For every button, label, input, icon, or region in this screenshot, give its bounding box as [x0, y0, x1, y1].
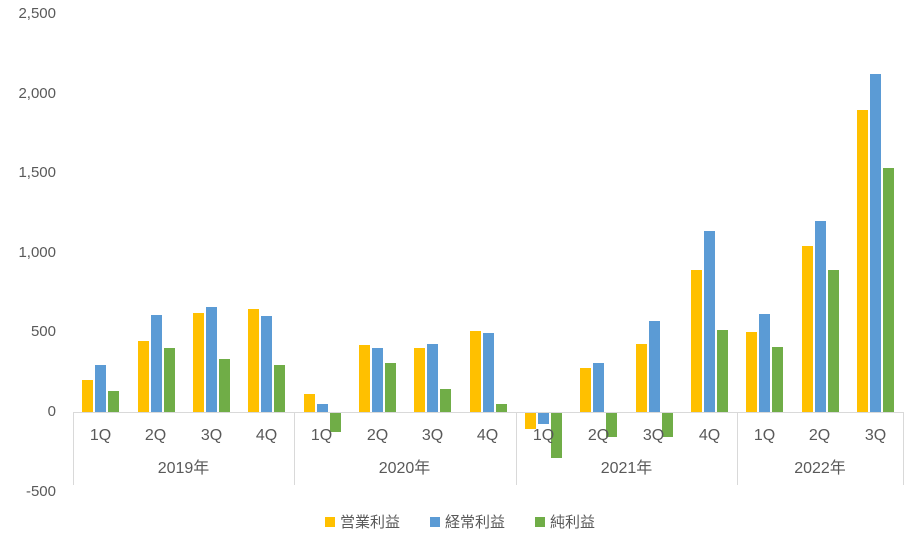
y-axis-tick-label: 1,000 [18, 244, 56, 261]
legend-item-ordinary-profit: 経常利益 [429, 511, 505, 532]
legend-label-net-profit: 純利益 [550, 514, 596, 531]
x-axis-quarter-label: 4Q [698, 427, 721, 444]
legend-label-ordinary-profit: 経常利益 [444, 514, 505, 531]
bar-経常利益-7 [483, 333, 494, 412]
bar-純利益-1 [164, 348, 175, 412]
bar-経常利益-8 [538, 413, 549, 424]
bar-経常利益-3 [261, 316, 272, 412]
bar-純利益-13 [828, 270, 839, 412]
x-axis-quarter-label: 1Q [89, 427, 112, 444]
y-axis-tick-label: 2,500 [18, 5, 56, 22]
y-axis-tick-label: 1,500 [18, 164, 56, 181]
x-axis-quarter-label: 3Q [642, 427, 665, 444]
category-separator [737, 412, 738, 485]
bar-経常利益-6 [427, 344, 438, 412]
bar-営業利益-3 [248, 309, 259, 412]
bar-営業利益-10 [636, 344, 647, 412]
bar-純利益-10 [662, 413, 673, 437]
bar-純利益-4 [330, 413, 341, 432]
bar-純利益-7 [496, 404, 507, 412]
bar-営業利益-1 [138, 341, 149, 412]
bar-営業利益-12 [746, 332, 757, 412]
x-axis-year-label: 2020年 [378, 460, 431, 477]
legend-swatch-ordinary-profit [429, 516, 440, 527]
x-axis-quarter-label: 1Q [310, 427, 333, 444]
x-axis-quarter-label: 1Q [753, 427, 776, 444]
x-axis-year-label: 2022年 [794, 460, 846, 477]
bar-経常利益-0 [95, 365, 106, 412]
category-separator [294, 412, 295, 485]
category-separator [903, 412, 904, 485]
bar-純利益-2 [219, 359, 230, 412]
bar-経常利益-11 [704, 231, 715, 412]
legend-swatch-net-profit [535, 516, 545, 527]
bar-経常利益-14 [870, 74, 881, 412]
bar-営業利益-2 [193, 313, 204, 412]
bar-経常利益-10 [649, 321, 660, 412]
category-separator [73, 412, 74, 485]
chart-legend: 営業利益 経常利益 純利益 [0, 511, 920, 532]
legend-label-operating-profit: 営業利益 [339, 514, 400, 531]
bar-営業利益-14 [857, 110, 868, 412]
x-axis-year-label: 2021年 [600, 460, 653, 477]
y-axis-tick-label: 2,000 [18, 85, 56, 102]
x-axis-quarter-label: 4Q [255, 427, 278, 444]
bar-純利益-3 [274, 365, 285, 412]
legend-swatch-operating-profit [324, 516, 335, 527]
bar-経常利益-2 [206, 307, 217, 412]
x-axis-quarter-label: 2Q [587, 427, 610, 444]
bar-営業利益-7 [470, 331, 481, 412]
bar-営業利益-11 [691, 270, 702, 412]
category-separator [516, 412, 517, 485]
bar-営業利益-4 [304, 394, 315, 412]
x-axis-quarter-label: 3Q [200, 427, 223, 444]
bar-純利益-12 [772, 347, 783, 412]
bar-営業利益-8 [525, 413, 536, 429]
bar-営業利益-9 [580, 368, 591, 412]
bar-経常利益-4 [317, 404, 328, 412]
bar-純利益-5 [385, 363, 396, 412]
bar-営業利益-6 [414, 348, 425, 412]
y-axis-tick-label: 500 [30, 323, 56, 340]
bar-経常利益-1 [151, 315, 162, 412]
x-axis-quarter-label: 4Q [476, 427, 499, 444]
bar-純利益-0 [108, 391, 119, 412]
bar-経常利益-13 [815, 221, 826, 412]
x-axis-quarter-label: 2Q [144, 427, 167, 444]
x-axis-quarter-label: 3Q [864, 427, 887, 444]
bar-経常利益-12 [759, 314, 770, 412]
legend-item-operating-profit: 営業利益 [324, 511, 400, 532]
bar-純利益-8 [551, 413, 562, 458]
x-axis-quarter-label: 3Q [421, 427, 444, 444]
x-axis-quarter-label: 2Q [808, 427, 831, 444]
bar-営業利益-5 [359, 345, 370, 412]
bar-営業利益-0 [82, 380, 93, 412]
x-axis-line [73, 412, 903, 413]
bar-純利益-14 [883, 168, 894, 412]
bar-純利益-11 [717, 330, 728, 412]
x-axis-year-label: 2019年 [157, 460, 210, 477]
bar-経常利益-9 [593, 363, 604, 412]
y-axis-tick-label: 0 [47, 403, 56, 420]
bar-営業利益-13 [802, 246, 813, 412]
legend-item-net-profit: 純利益 [535, 511, 595, 532]
bar-純利益-9 [606, 413, 617, 437]
bar-純利益-6 [440, 389, 451, 412]
bar-経常利益-5 [372, 348, 383, 412]
y-axis-tick-label: -500 [25, 483, 56, 500]
x-axis-quarter-label: 1Q [532, 427, 555, 444]
x-axis-quarter-label: 2Q [366, 427, 389, 444]
